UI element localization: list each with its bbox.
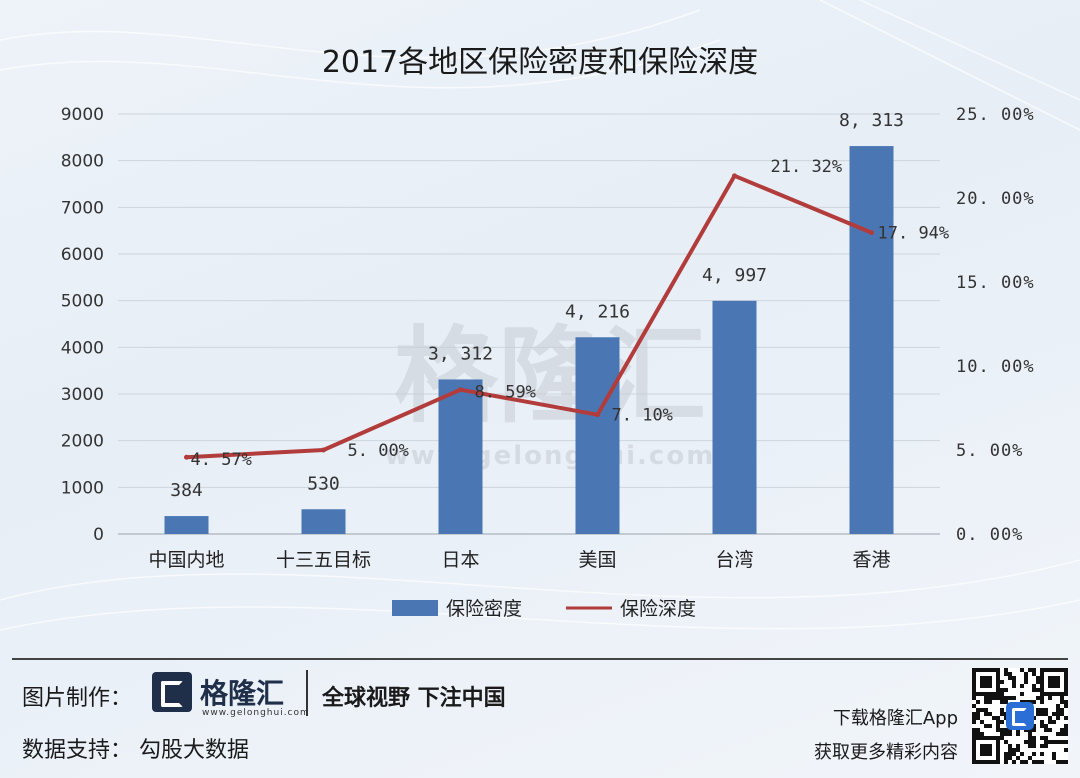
- y-axis-right: 0. 00% 5. 00% 10. 00% 15. 00% 20. 00% 25. 00%: [956, 105, 1035, 545]
- bar-series: [164, 146, 894, 534]
- footer-vertical-divider: [306, 670, 308, 716]
- brand-url: www.gelonghui.com: [202, 708, 310, 718]
- y-left-tick-label: 0: [93, 525, 104, 545]
- y-axis-left: 0 1000 2000 3000 4000 5000 6000 7000 8000 9000: [61, 105, 104, 545]
- category-label: 香港: [852, 549, 890, 571]
- combo-chart: 2017各地区保险密度和保险深度 0 1000 2000 3000 4000 5000 60…: [0, 0, 1080, 630]
- legend-label-bar: 保险密度: [446, 598, 522, 620]
- y-right-tick-label: 25. 00%: [956, 105, 1035, 125]
- line-point: [732, 173, 737, 179]
- line-point: [321, 447, 326, 453]
- line-series: [184, 173, 874, 460]
- download-app-text: 下载格隆汇App: [832, 708, 958, 729]
- qr-code-icon[interactable]: [972, 668, 1068, 764]
- y-right-tick-label: 0. 00%: [956, 525, 1023, 545]
- legend-label-line: 保险深度: [620, 598, 696, 620]
- y-left-tick-label: 8000: [61, 152, 104, 172]
- background-decoration: [0, 0, 1080, 630]
- y-left-tick-label: 4000: [61, 338, 104, 358]
- category-label: 中国内地: [148, 549, 224, 571]
- gridlines: [118, 113, 940, 535]
- bar-value-label: 530: [307, 473, 340, 494]
- line-value-label: 21. 32%: [771, 157, 843, 177]
- line-point: [869, 230, 874, 236]
- gelonghui-logo-icon: [152, 672, 192, 712]
- bar: [438, 379, 483, 534]
- y-left-tick-label: 2000: [61, 432, 104, 452]
- app-badge-icon: [1006, 702, 1034, 730]
- more-content-text: 获取更多精彩内容: [814, 742, 958, 763]
- line-point: [458, 387, 463, 393]
- line-path: [186, 173, 873, 460]
- y-right-tick-label: 5. 00%: [956, 441, 1023, 461]
- line-value-label: 7. 10%: [612, 406, 673, 426]
- legend-swatch-bar: [392, 600, 438, 616]
- bar: [849, 146, 894, 534]
- brand-name: 格隆汇: [200, 677, 285, 710]
- x-axis-categories: 中国内地 十三五目标 日本 美国 台湾 香港: [148, 549, 890, 571]
- bar-value-label: 4, 216: [565, 301, 630, 322]
- y-left-tick-label: 7000: [61, 198, 104, 218]
- line-data-labels: 4. 57% 5. 00% 8. 59% 7. 10% 21. 32% 17. 94%: [191, 157, 950, 470]
- credit-label: 图片制作：: [22, 686, 133, 711]
- line-value-label: 4. 57%: [191, 450, 252, 470]
- y-right-tick-label: 15. 00%: [956, 273, 1035, 293]
- category-label: 十三五目标: [276, 549, 371, 571]
- line-point: [184, 454, 189, 460]
- bar-value-label: 3, 312: [428, 343, 493, 364]
- category-label: 台湾: [715, 549, 753, 571]
- y-right-tick-label: 20. 00%: [956, 189, 1035, 209]
- line-point: [595, 412, 600, 418]
- bar: [575, 337, 620, 534]
- line-value-label: 8. 59%: [475, 383, 536, 403]
- data-source: 数据支持： 勾股大数据: [22, 738, 249, 763]
- bar-data-labels: 384 530 3, 312 4, 216 4, 997 8, 313: [170, 110, 904, 501]
- slogan: 全球视野 下注中国: [322, 686, 506, 711]
- line-value-label: 17. 94%: [878, 224, 950, 244]
- chart-title: 2017各地区保险密度和保险深度: [322, 45, 758, 80]
- legend: 保险密度 保险深度: [392, 598, 696, 620]
- y-left-tick-label: 3000: [61, 385, 104, 405]
- y-left-tick-label: 1000: [61, 478, 104, 498]
- y-right-tick-label: 10. 00%: [956, 357, 1035, 377]
- footer: 图片制作： 格隆汇 www.gelonghui.com 全球视野 下注中国 数据…: [0, 658, 1080, 778]
- bar-value-label: 384: [170, 480, 203, 501]
- bar: [164, 516, 209, 534]
- line-value-label: 5. 00%: [348, 441, 409, 461]
- y-left-tick-label: 6000: [61, 245, 104, 265]
- bar-value-label: 8, 313: [839, 110, 904, 131]
- category-label: 日本: [441, 549, 479, 571]
- category-label: 美国: [578, 549, 616, 571]
- bar-value-label: 4, 997: [702, 265, 767, 286]
- bar: [301, 509, 346, 534]
- y-left-tick-label: 5000: [61, 292, 104, 312]
- watermark-url: www.gelonghui.com: [385, 441, 716, 471]
- y-left-tick-label: 9000: [61, 105, 104, 125]
- bar: [712, 300, 757, 534]
- footer-divider: [12, 658, 1068, 660]
